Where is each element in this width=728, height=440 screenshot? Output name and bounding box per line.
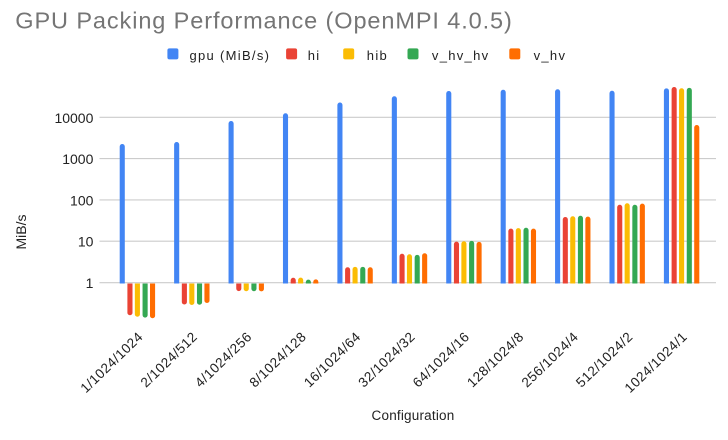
svg-text:MiB/s: MiB/s <box>13 215 29 250</box>
svg-text:Configuration: Configuration <box>372 408 455 423</box>
svg-text:10000: 10000 <box>54 110 93 126</box>
svg-text:v_hv: v_hv <box>534 48 567 63</box>
svg-text:GPU Packing Performance (OpenM: GPU Packing Performance (OpenMPI 4.0.5) <box>15 8 512 34</box>
svg-text:hi: hi <box>308 48 321 63</box>
svg-text:1000: 1000 <box>62 151 93 167</box>
svg-text:1: 1 <box>86 275 94 291</box>
svg-text:hib: hib <box>367 48 388 63</box>
svg-text:100: 100 <box>70 192 94 208</box>
svg-text:10: 10 <box>78 234 94 250</box>
svg-text:gpu (MiB/s): gpu (MiB/s) <box>190 48 271 63</box>
svg-text:v_hv_hv: v_hv_hv <box>432 48 490 63</box>
